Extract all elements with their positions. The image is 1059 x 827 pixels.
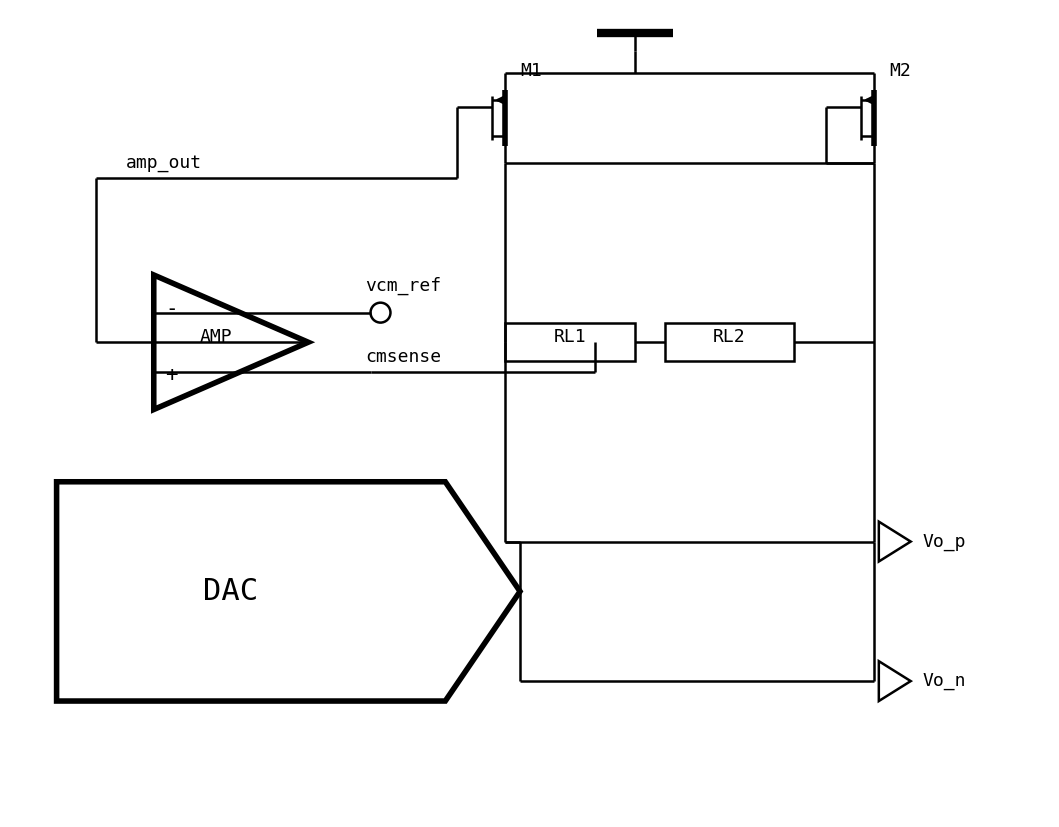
Text: amp_out: amp_out — [126, 154, 202, 172]
Text: DAC: DAC — [203, 577, 258, 606]
Bar — [505, 323, 634, 361]
Text: RL2: RL2 — [713, 328, 746, 347]
Text: +: + — [165, 365, 178, 385]
Bar — [665, 323, 794, 361]
Text: M1: M1 — [520, 62, 542, 80]
Text: Vo_p: Vo_p — [922, 533, 966, 551]
Text: -: - — [165, 299, 178, 318]
Text: M2: M2 — [889, 62, 911, 80]
Text: Vo_n: Vo_n — [922, 672, 966, 690]
Text: cmsense: cmsense — [365, 348, 442, 366]
Text: vcm_ref: vcm_ref — [365, 277, 442, 295]
Text: AMP: AMP — [200, 328, 232, 347]
Text: RL1: RL1 — [554, 328, 587, 347]
